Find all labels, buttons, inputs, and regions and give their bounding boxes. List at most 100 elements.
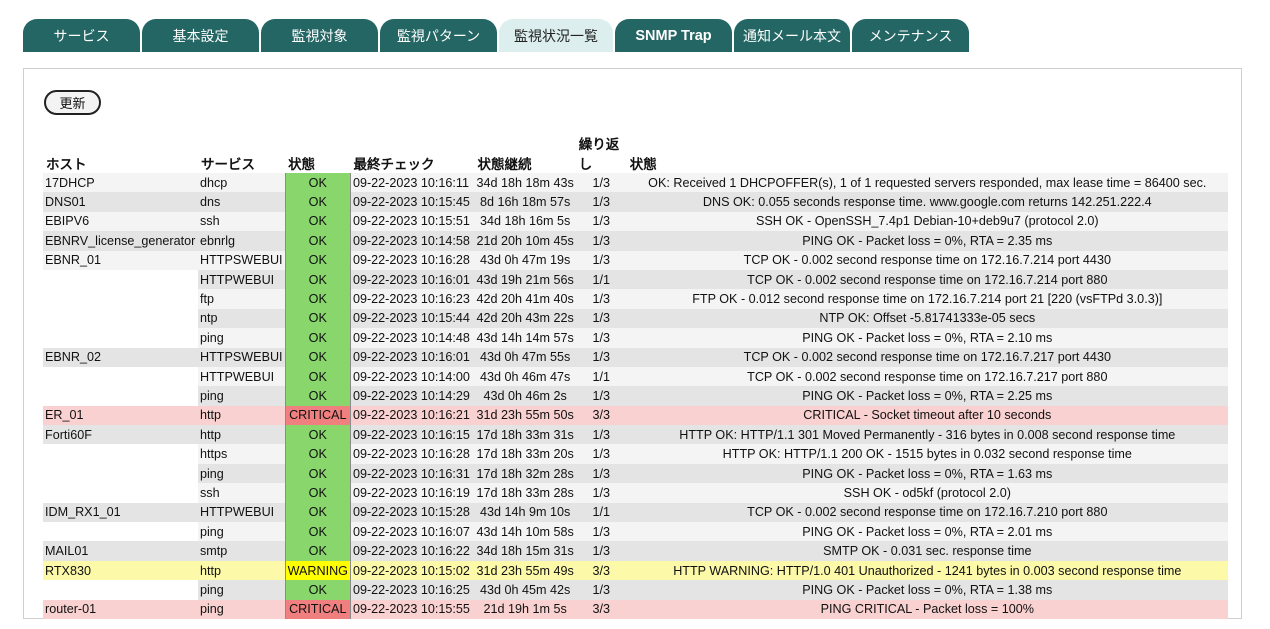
table-header-row: ホスト サービス 状態 最終チェック 状態継続 繰り返し 状態 (43, 133, 1228, 173)
service-cell: smtp (198, 541, 286, 561)
table-row: https OK 09-22-2023 10:16:28 17d 18h 33m 20… (43, 444, 1228, 464)
col-state: 状態 (288, 157, 316, 173)
status-info-cell: FTP OK - 0.012 second response time on 1… (626, 289, 1228, 309)
state-badge: OK (284, 308, 351, 329)
table-row: DNS01 dns OK 09-22-2023 10:15:45 8d 16h 18m … (43, 192, 1228, 212)
attempt-cell: 3/3 (575, 405, 627, 426)
service-cell: ping (198, 599, 286, 619)
service-cell: http (198, 425, 286, 445)
state-badge: OK (284, 250, 351, 270)
status-info-cell: TCP OK - 0.002 second response time on 1… (626, 502, 1228, 523)
table-row: ftp OK 09-22-2023 10:16:23 42d 20h 41m 40s 1… (43, 289, 1228, 309)
attempt-cell: 1/3 (575, 289, 627, 309)
host-cell: EBNR_01 (43, 250, 198, 270)
host-cell (43, 328, 198, 348)
attempt-cell: 1/3 (575, 347, 627, 367)
service-cell: dhcp (198, 173, 286, 193)
last-check-cell: 09-22-2023 10:16:31 (350, 463, 475, 484)
attempt-cell: 1/3 (575, 463, 627, 484)
duration-cell: 8d 16h 18m 57s (474, 192, 576, 212)
last-check-cell: 09-22-2023 10:16:28 (350, 444, 475, 464)
service-cell: ssh (198, 483, 286, 503)
tab-maintenance[interactable]: メンテナンス (852, 19, 969, 52)
attempt-cell: 1/3 (575, 386, 627, 406)
attempt-cell: 3/3 (575, 599, 627, 619)
host-cell: EBIPV6 (43, 211, 198, 232)
host-cell (43, 463, 198, 484)
host-cell: router-01 (43, 599, 198, 619)
service-cell: dns (198, 192, 286, 212)
tab-service[interactable]: サービス (23, 19, 140, 52)
duration-cell: 34d 18h 16m 5s (474, 211, 576, 232)
status-info-cell: HTTP OK: HTTP/1.1 301 Moved Permanently … (626, 425, 1228, 445)
host-cell (43, 366, 198, 387)
tab-monitor-status[interactable]: 監視状況一覧 (499, 19, 613, 52)
state-badge: OK (284, 328, 351, 348)
last-check-cell: 09-22-2023 10:15:44 (350, 308, 475, 329)
service-cell: ping (198, 463, 286, 484)
last-check-cell: 09-22-2023 10:16:11 (350, 173, 475, 193)
state-badge: OK (284, 444, 351, 464)
service-cell: HTTPWEBUI (198, 366, 286, 387)
tab-notification-mail[interactable]: 通知メール本文 (734, 19, 850, 52)
service-cell: ntp (198, 308, 286, 329)
host-cell: DNS01 (43, 192, 198, 212)
tab-basic-settings[interactable]: 基本設定 (142, 19, 259, 52)
duration-cell: 43d 14h 9m 10s (474, 502, 576, 523)
attempt-cell: 1/3 (575, 308, 627, 329)
status-info-cell: HTTP OK: HTTP/1.1 200 OK - 1515 bytes in… (626, 444, 1228, 464)
duration-cell: 43d 14h 10m 58s (474, 522, 576, 542)
host-cell (43, 444, 198, 464)
duration-cell: 43d 0h 47m 55s (474, 347, 576, 367)
table-row: MAIL01 smtp OK 09-22-2023 10:16:22 34d 18h 1… (43, 541, 1228, 561)
table-row: ping OK 09-22-2023 10:16:25 43d 0h 45m 42s 1… (43, 580, 1228, 600)
state-badge: OK (284, 522, 351, 542)
attempt-cell: 1/3 (575, 444, 627, 464)
tab-monitor-targets[interactable]: 監視対象 (261, 19, 378, 52)
status-info-cell: NTP OK: Offset -5.81741333e-05 secs (626, 308, 1228, 329)
last-check-cell: 09-22-2023 10:14:48 (350, 328, 475, 348)
last-check-cell: 09-22-2023 10:15:55 (350, 599, 475, 619)
table-row: Forti60F http OK 09-22-2023 10:16:15 17d 18h… (43, 425, 1228, 445)
refresh-button[interactable]: 更新 (44, 90, 101, 115)
table-row: ping OK 09-22-2023 10:14:29 43d 0h 46m 2s 1/… (43, 386, 1228, 406)
state-badge: OK (284, 483, 351, 503)
status-info-cell: TCP OK - 0.002 second response time on 1… (626, 269, 1228, 290)
table-row: EBNRV_license_generator ebnrlg OK 09-22-202… (43, 231, 1228, 251)
service-cell: HTTPWEBUI (198, 269, 286, 290)
service-cell: HTTPSWEBUI (198, 250, 286, 270)
attempt-cell: 1/1 (575, 366, 627, 387)
host-cell (43, 522, 198, 542)
service-cell: ssh (198, 211, 286, 232)
status-info-cell: TCP OK - 0.002 second response time on 1… (626, 347, 1228, 367)
attempt-cell: 1/3 (575, 425, 627, 445)
attempt-cell: 1/3 (575, 580, 627, 600)
attempt-cell: 1/1 (575, 502, 627, 523)
state-badge: OK (284, 192, 351, 212)
host-cell: EBNR_02 (43, 347, 198, 367)
last-check-cell: 09-22-2023 10:15:02 (350, 560, 475, 581)
tab-snmp-trap[interactable]: SNMP Trap (615, 19, 732, 52)
state-badge: OK (284, 231, 351, 251)
duration-cell: 42d 20h 41m 40s (474, 289, 576, 309)
host-cell (43, 289, 198, 309)
state-badge: CRITICAL (284, 405, 351, 426)
state-badge: OK (284, 463, 351, 484)
status-info-cell: PING CRITICAL - Packet loss = 100% (626, 599, 1228, 619)
service-cell: http (198, 405, 286, 426)
table-row: EBNR_02 HTTPSWEBUI OK 09-22-2023 10:16:01 43… (43, 347, 1228, 367)
status-table: ホスト サービス 状態 最終チェック 状態継続 繰り返し 状態 17DHCP dh… (43, 133, 1228, 619)
col-host: ホスト (46, 157, 87, 173)
tab-monitor-patterns[interactable]: 監視パターン (380, 19, 497, 52)
service-cell: ping (198, 328, 286, 348)
state-badge: OK (284, 580, 351, 600)
host-cell (43, 580, 198, 600)
status-info-cell: CRITICAL - Socket timeout after 10 secon… (626, 405, 1228, 426)
status-info-cell: HTTP WARNING: HTTP/1.0 401 Unauthorized … (626, 560, 1228, 581)
table-row: HTTPWEBUI OK 09-22-2023 10:14:00 43d 0h 46m… (43, 366, 1228, 387)
last-check-cell: 09-22-2023 10:16:15 (350, 425, 475, 445)
col-duration: 状態継続 (477, 157, 532, 173)
duration-cell: 17d 18h 33m 28s (474, 483, 576, 503)
service-cell: ping (198, 580, 286, 600)
state-badge: OK (284, 502, 351, 523)
